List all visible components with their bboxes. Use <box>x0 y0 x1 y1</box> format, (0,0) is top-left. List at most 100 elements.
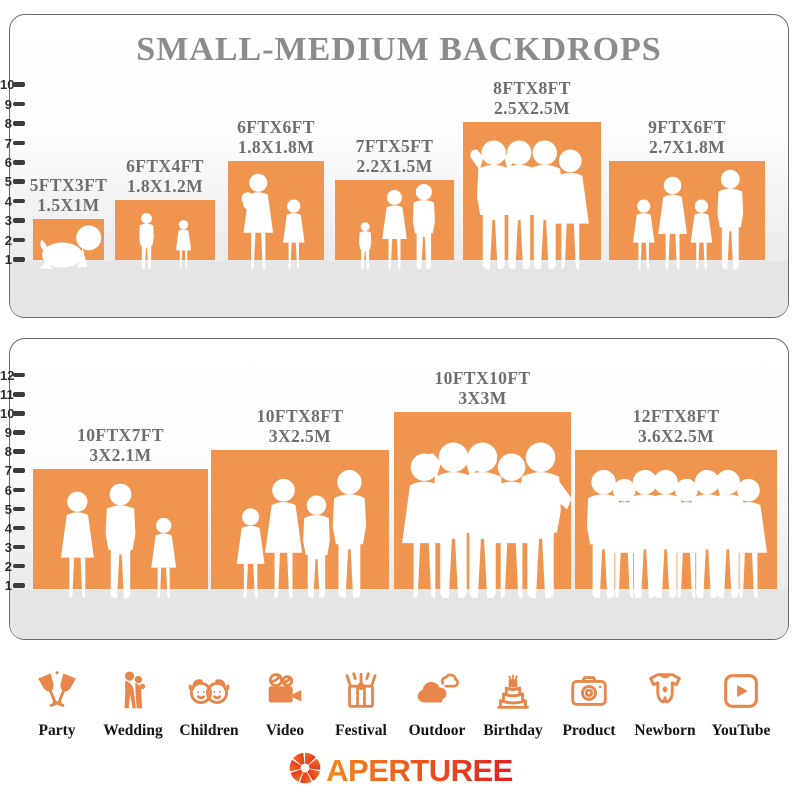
ruler-number: 1 <box>4 252 12 267</box>
backdrop-5ftx3ft: 5FTX3FT 1.5X1M <box>30 175 107 269</box>
backdrop-size-label: 6FTX4FT 1.8X1.2M <box>85 156 245 200</box>
backdrop-size-label: 6FTX6FT 1.8X1.8M <box>199 117 353 161</box>
category-label: Children <box>179 722 239 739</box>
size-m: 3X2.1M <box>89 445 152 466</box>
backdrop-7ftx5ft: 7FTX5FT 2.2X1.5M <box>335 136 454 269</box>
floor <box>10 261 788 317</box>
category-label: Product <box>562 722 616 739</box>
backdrop-size-label: 9FTX6FT 2.7X1.8M <box>562 117 800 161</box>
category-label: Newborn <box>634 722 696 739</box>
size-ft: 10FTX10FT <box>434 367 531 388</box>
ruler-tick <box>13 198 25 204</box>
ruler-number: 10 <box>0 77 15 93</box>
size-m: 2.5X2.5M <box>493 98 571 119</box>
festival-icon <box>338 666 384 716</box>
people-silhouettes <box>470 140 589 269</box>
backdrop-size-label: 5FTX3FT 1.5X1M <box>12 175 126 219</box>
people-silhouettes <box>402 442 572 598</box>
category-newborn: Newborn <box>628 666 702 740</box>
ruler-number: 2 <box>4 232 12 248</box>
people-silhouettes <box>241 173 305 269</box>
ruler-tick <box>13 411 25 416</box>
category-label: Birthday <box>483 722 543 739</box>
backdrop-12ftx8ft: 12FTX8FT 3.6X2.5M <box>575 406 777 598</box>
size-ft: 6FTX6FT <box>237 116 315 137</box>
backdrop-size-label: 10FTX10FT 3X3M <box>341 368 624 412</box>
ruler-number: 2 <box>4 558 12 574</box>
ruler-number: 9 <box>4 96 12 112</box>
category-youtube: YouTube <box>704 666 778 740</box>
ruler-tick <box>13 179 25 184</box>
birthday-icon <box>490 666 536 716</box>
size-ft: 7FTX5FT <box>355 135 434 156</box>
size-m: 3.6X2.5M <box>637 426 715 447</box>
ruler-tick <box>13 468 25 473</box>
ruler-number: 4 <box>4 193 12 209</box>
category-label: Outdoor <box>408 722 466 739</box>
brand-name: APERTUREE <box>326 752 513 788</box>
backdrop-size-label: 12FTX8FT 3.6X2.5M <box>514 406 800 450</box>
outdoor-icon <box>414 666 460 716</box>
children-icon <box>186 666 232 716</box>
page-title: SMALL-MEDIUM BACKDROPS <box>136 31 662 68</box>
people-silhouettes <box>139 213 192 269</box>
size-m: 3X2.5M <box>268 426 332 447</box>
youtube-icon <box>718 666 764 716</box>
backdrop-10ftx10ft: 10FTX10FT 3X3M <box>394 368 572 598</box>
video-icon <box>262 666 308 716</box>
size-ft: 6FTX4FT <box>126 155 204 176</box>
aperture-icon <box>287 750 323 791</box>
backdrop-10ftx8ft: 10FTX8FT 3X2.5M <box>211 406 389 598</box>
category-party: Party <box>20 666 94 740</box>
ruler-number: 6 <box>4 155 12 170</box>
category-label: YouTube <box>711 722 771 739</box>
category-wedding: Wedding <box>96 666 170 740</box>
small-backdrops-panel: SMALL-MEDIUM BACKDROPS 1 2 3 4 5 6 7 8 9 10 5FTX3F… <box>0 14 789 318</box>
ruler-tick <box>13 257 25 262</box>
backdrop-size-label: 7FTX5FT 2.2X1.5M <box>299 136 489 180</box>
category-video: Video <box>248 666 322 740</box>
floor <box>10 590 788 639</box>
ruler-tick <box>13 82 25 87</box>
category-product: Product <box>552 666 626 740</box>
people-silhouettes <box>359 184 435 269</box>
backdrop-6ftx6ft: 6FTX6FT 1.8X1.8M <box>228 117 324 269</box>
size-m: 2.2X1.5M <box>356 156 433 177</box>
ruler-tick <box>13 392 25 397</box>
people-silhouettes <box>586 469 767 598</box>
ruler-tick <box>13 121 25 126</box>
ruler-number: 9 <box>4 425 12 441</box>
ruler-tick <box>13 544 25 550</box>
category-label: Festival <box>335 722 387 739</box>
newborn-icon <box>642 666 688 716</box>
ruler-tick <box>13 525 25 531</box>
ruler-number: 11 <box>0 387 14 402</box>
people-silhouettes <box>236 469 367 598</box>
ruler-tick <box>13 372 25 378</box>
ruler-number: 3 <box>4 213 12 229</box>
ruler-number: 1 <box>4 578 12 593</box>
size-ft: 12FTX8FT <box>632 405 720 426</box>
category-row: Party Wedding Children Video Festival Outdoor… <box>20 666 778 740</box>
size-m: 2.7X1.8M <box>648 137 726 158</box>
ruler-number: 5 <box>4 174 12 190</box>
category-children: Children <box>172 666 246 740</box>
ruler-number: 8 <box>4 444 12 460</box>
brand-logo: APERTUREE <box>0 750 800 791</box>
size-m: 1.8X1.2M <box>126 176 204 197</box>
category-label: Wedding <box>103 722 163 739</box>
backdrop-size-label: 8FTX8FT 2.5X2.5M <box>422 78 643 122</box>
ruler-tick <box>13 430 25 435</box>
medium-backdrops-panel: Aperturee Backdrop WWW.APERTUREE.COM 123… <box>0 338 789 640</box>
category-outdoor: Outdoor <box>400 666 474 740</box>
category-birthday: Birthday <box>476 666 550 740</box>
backdrop-size-label: 10FTX7FT 3X2.1M <box>0 425 261 469</box>
size-ft: 5FTX3FT <box>29 174 108 195</box>
ruler-tick <box>13 487 25 492</box>
size-ft: 9FTX6FT <box>648 116 726 137</box>
ruler-number: 6 <box>4 482 12 498</box>
wedding-icon <box>110 666 156 716</box>
ruler-tick <box>13 237 25 243</box>
backdrop-10ftx7ft: 10FTX7FT 3X2.1M <box>33 425 208 598</box>
product-icon <box>566 666 612 716</box>
